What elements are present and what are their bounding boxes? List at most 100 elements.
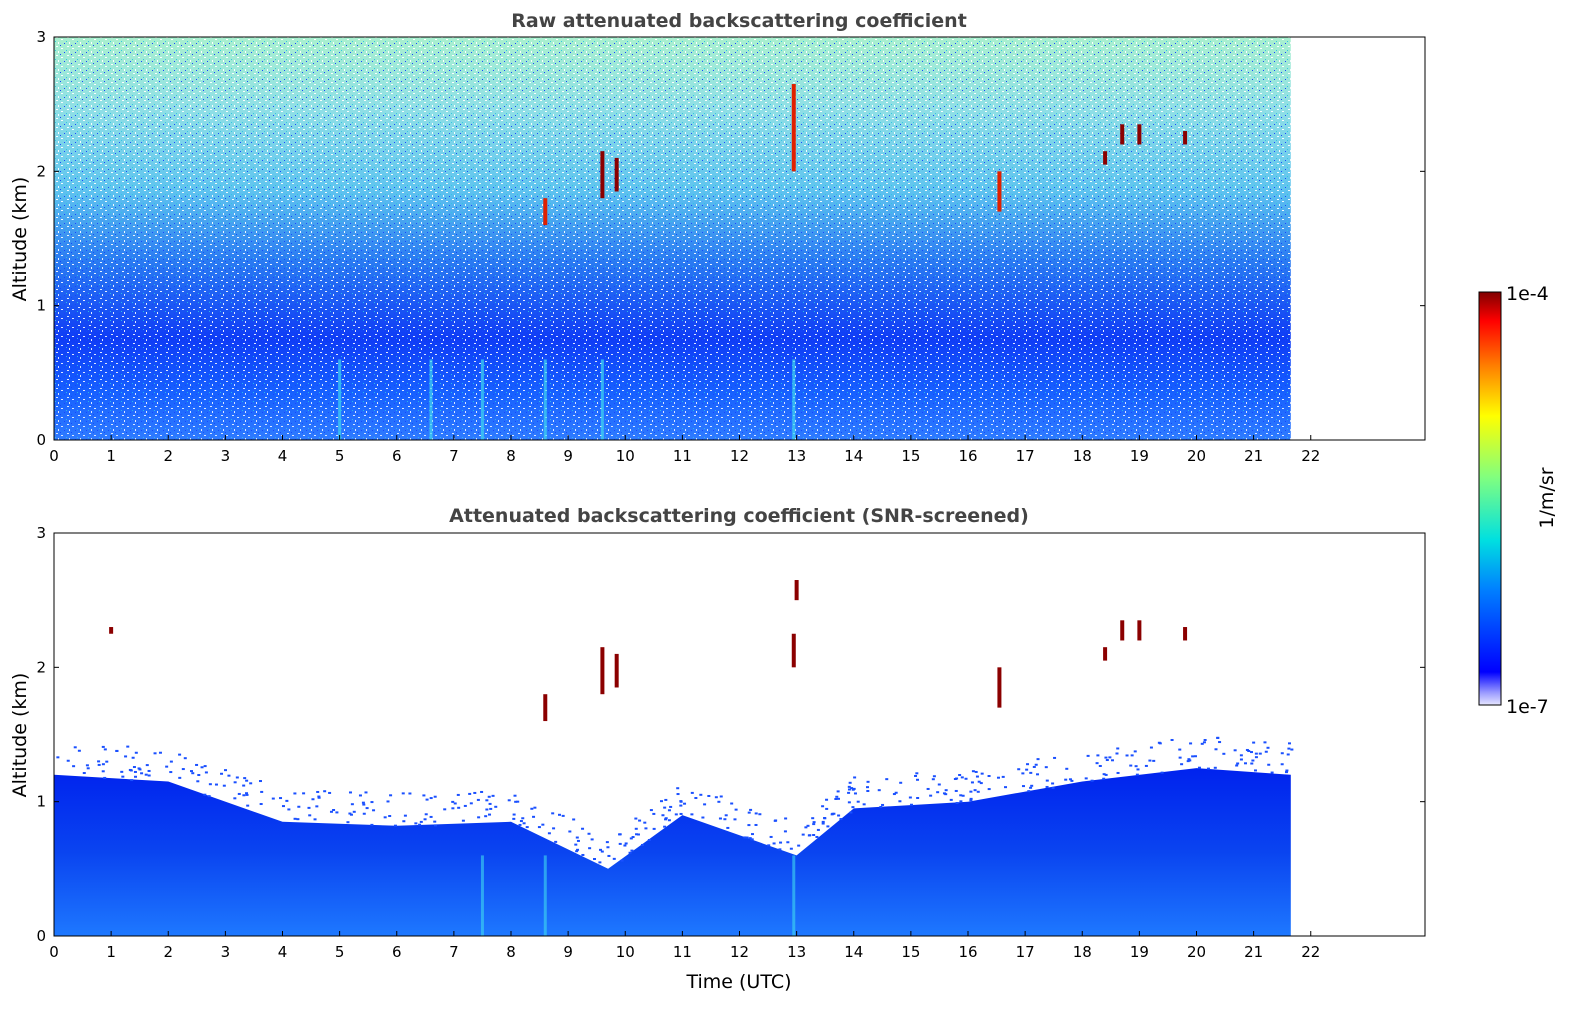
y-tick-label: 2	[36, 658, 46, 676]
speckle	[815, 835, 819, 838]
noise-texture	[54, 37, 1291, 440]
speckle	[153, 752, 157, 755]
speckle	[1254, 752, 1258, 755]
speckle	[519, 820, 523, 823]
speckle	[429, 815, 433, 818]
speckle	[623, 844, 627, 847]
speckle	[1284, 771, 1288, 774]
speckle	[518, 823, 522, 826]
boundary-layer-area	[54, 768, 1291, 936]
speckle	[311, 798, 315, 801]
speckle	[453, 802, 457, 805]
speckle	[73, 746, 77, 749]
x-tick-label: 0	[49, 943, 59, 961]
speckle	[853, 792, 857, 795]
speckle	[133, 770, 137, 773]
speckle	[837, 797, 841, 800]
speckle	[679, 812, 683, 815]
speckle	[806, 824, 810, 827]
cloud-feature	[109, 627, 114, 634]
speckle	[954, 789, 958, 792]
speckle	[489, 807, 493, 810]
speckle	[1133, 750, 1137, 753]
speckle	[825, 807, 829, 810]
speckle	[973, 789, 977, 792]
speckle	[618, 842, 622, 845]
speckle	[235, 776, 239, 779]
speckle	[667, 809, 671, 812]
speckle	[85, 764, 89, 767]
speckle	[638, 819, 642, 822]
speckle	[227, 774, 231, 777]
speckle	[969, 797, 973, 800]
speckle	[821, 805, 825, 808]
speckle	[812, 823, 816, 826]
speckle	[214, 783, 218, 786]
speckle	[1135, 773, 1139, 776]
y-tick-label: 0	[36, 431, 46, 449]
speckle	[979, 782, 983, 785]
speckle	[1252, 741, 1256, 744]
speckle	[574, 843, 578, 846]
speckle	[690, 791, 694, 794]
speckle	[676, 793, 680, 796]
speckle	[1105, 759, 1109, 762]
speckle	[348, 812, 352, 815]
speckle	[1130, 754, 1134, 757]
cloud-feature	[614, 157, 619, 192]
speckle	[747, 824, 751, 827]
speckle	[1045, 779, 1049, 782]
speckle	[1180, 763, 1184, 766]
speckle	[1129, 764, 1133, 767]
speckle	[414, 822, 418, 825]
speckle	[576, 839, 580, 842]
cloud-feature	[600, 647, 605, 695]
aerosol-streak	[338, 359, 342, 440]
speckle	[612, 857, 616, 860]
speckle	[494, 805, 498, 808]
speckle	[1290, 748, 1294, 751]
x-tick-label: 6	[392, 447, 402, 465]
speckle	[1216, 736, 1220, 739]
speckle	[669, 805, 673, 808]
speckle	[1187, 758, 1191, 761]
speckle	[774, 819, 778, 822]
speckle	[1189, 742, 1193, 745]
speckle	[572, 818, 576, 821]
speckle	[328, 791, 332, 794]
x-tick-label: 15	[901, 943, 920, 961]
speckle	[169, 760, 173, 763]
cloud-feature	[1183, 627, 1188, 641]
speckle	[525, 826, 529, 829]
speckle	[480, 790, 484, 793]
speckle	[308, 814, 312, 817]
speckle	[607, 854, 611, 857]
speckle	[851, 806, 855, 809]
speckle	[862, 803, 866, 806]
speckle	[433, 795, 437, 798]
speckle	[103, 776, 107, 779]
speckle	[1021, 785, 1025, 788]
speckle	[245, 792, 249, 795]
speckle	[581, 827, 585, 830]
speckle	[823, 817, 827, 820]
x-tick-label: 18	[1073, 943, 1092, 961]
speckle	[1264, 750, 1268, 753]
speckle	[1045, 785, 1049, 788]
speckle	[293, 792, 297, 795]
cloud-feature	[1137, 620, 1142, 641]
speckle	[429, 797, 433, 800]
speckle	[259, 803, 263, 806]
x-tick-label: 4	[278, 943, 288, 961]
speckle	[1125, 754, 1129, 757]
speckle	[484, 815, 488, 818]
speckle	[778, 848, 782, 851]
speckle	[130, 779, 134, 782]
speckle	[960, 776, 964, 779]
speckle	[1027, 790, 1031, 793]
y-tick-label: 2	[36, 162, 46, 180]
speckle	[959, 800, 963, 803]
speckle	[115, 749, 119, 752]
speckle	[1263, 741, 1267, 744]
speckle	[605, 841, 609, 844]
